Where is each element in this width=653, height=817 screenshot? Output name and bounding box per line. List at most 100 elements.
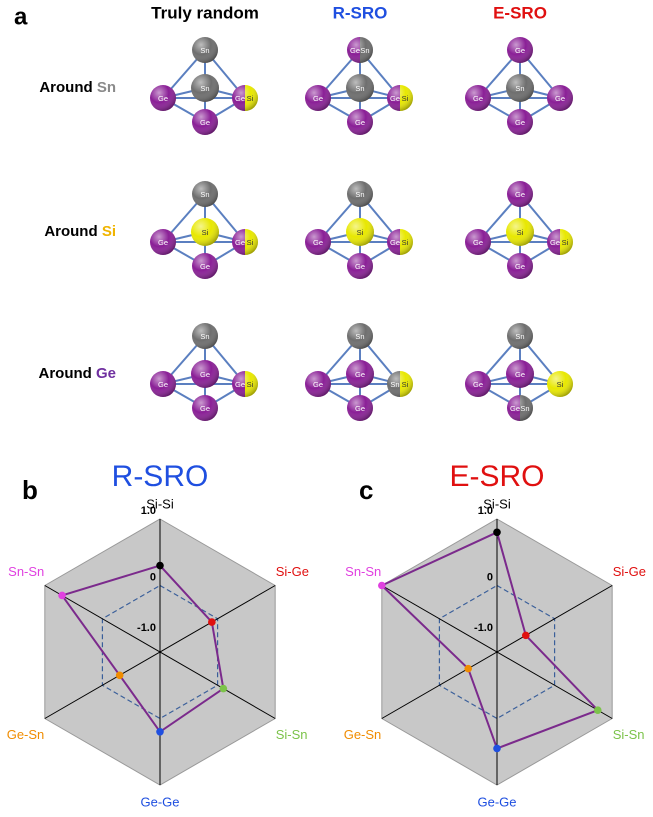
radar-point — [219, 684, 228, 693]
atom-label: Ge — [200, 118, 210, 127]
atom-label: Si — [247, 238, 254, 247]
tetrahedron: Ge Ge Ge Sn Ge — [465, 37, 573, 135]
radar-point — [464, 664, 473, 673]
radar-point — [208, 618, 216, 626]
row-label-prefix: Around — [38, 365, 91, 382]
row-label-prefix: Around — [44, 223, 97, 240]
atom-label: Ge — [473, 94, 483, 103]
atom-shine — [347, 37, 373, 63]
atom-label: Ge — [355, 370, 365, 379]
axis-label: Si-Ge — [613, 564, 646, 579]
row-label: Around Ge — [38, 365, 116, 382]
radar-point — [593, 706, 602, 714]
atom-label: Si — [562, 238, 569, 247]
atom-label: Ge — [390, 94, 400, 103]
axis-label: Si-Si — [483, 496, 511, 511]
atom-label: Ge — [200, 262, 210, 271]
atom-shine — [506, 360, 534, 388]
atom-shine — [507, 395, 533, 421]
axis-label: Si-Ge — [276, 564, 309, 579]
atom-label: Ge — [515, 190, 525, 199]
atom-label: Sn — [200, 46, 209, 55]
atom-label: Si — [517, 228, 524, 237]
atom-label: Ge — [510, 404, 520, 413]
atom-shine — [192, 395, 218, 421]
r-tick-label: 0 — [150, 571, 156, 583]
r-tick-label: -1.0 — [137, 622, 156, 634]
atom-shine — [347, 253, 373, 279]
atom-label: Sn — [200, 84, 209, 93]
row-label-element: Sn — [97, 79, 116, 96]
atom-shine — [347, 109, 373, 135]
radar-point — [58, 591, 66, 600]
atom-shine — [346, 218, 374, 246]
atom-shine — [506, 218, 534, 246]
chart-title: R-SRO — [112, 460, 209, 493]
column-header: R-SRO — [333, 3, 388, 22]
row-label-element: Ge — [96, 365, 116, 382]
axis-label: Sn-Sn — [8, 564, 44, 579]
atom-shine — [346, 360, 374, 388]
atom-label: Sn — [200, 190, 209, 199]
atom-label: Ge — [158, 238, 168, 247]
atom-label: Ge — [200, 404, 210, 413]
atom-label: Si — [402, 380, 409, 389]
atom-label: Ge — [350, 46, 360, 55]
atom-label: Si — [557, 380, 564, 389]
atom-shine — [507, 323, 533, 349]
atom-shine — [507, 181, 533, 207]
atom-label: Ge — [313, 94, 323, 103]
atom-label: Ge — [235, 380, 245, 389]
panel-label: b — [22, 475, 38, 505]
radar-point — [115, 671, 124, 680]
chart-title: E-SRO — [449, 460, 544, 493]
atom-shine — [347, 323, 373, 349]
atom-shine — [507, 109, 533, 135]
atom-shine — [191, 74, 219, 102]
atom-label: Ge — [235, 238, 245, 247]
atom-shine — [387, 229, 413, 255]
atom-shine — [305, 85, 331, 111]
row-label-prefix: Around — [39, 79, 92, 96]
atom-label: Ge — [473, 238, 483, 247]
atom-shine — [547, 85, 573, 111]
atom-label: Ge — [158, 380, 168, 389]
atom-label: Ge — [355, 262, 365, 271]
atom-label: Ge — [515, 370, 525, 379]
axis-label: Si-Sn — [613, 727, 645, 742]
panel-label: c — [359, 475, 373, 505]
atom-shine — [346, 74, 374, 102]
atom-shine — [192, 253, 218, 279]
r-tick-label: 0 — [487, 571, 493, 583]
atom-shine — [192, 37, 218, 63]
atom-shine — [192, 181, 218, 207]
atom-shine — [347, 395, 373, 421]
atom-shine — [347, 181, 373, 207]
atom-label: Ge — [355, 118, 365, 127]
r-tick-label: 1.0 — [478, 505, 493, 517]
radar-point — [156, 728, 164, 736]
axis-label: Ge-Sn — [344, 727, 382, 742]
atom-label: Ge — [313, 380, 323, 389]
atom-shine — [387, 371, 413, 397]
atom-label: Sn — [200, 332, 209, 341]
atom-shine — [191, 218, 219, 246]
atom-label: Ge — [473, 380, 483, 389]
atom-label: Sn — [355, 84, 364, 93]
atom-label: Ge — [235, 94, 245, 103]
panel-label: a — [14, 3, 28, 30]
atom-shine — [150, 85, 176, 111]
axis-label: Si-Si — [146, 496, 174, 511]
atom-shine — [547, 371, 573, 397]
row-label: Around Si — [44, 223, 116, 240]
axis-label: Ge-Sn — [7, 727, 45, 742]
radar-point — [156, 561, 164, 570]
atom-label: Ge — [515, 46, 525, 55]
atom-label: Ge — [555, 94, 565, 103]
row-label-element: Si — [102, 223, 116, 240]
atom-label: Sn — [360, 46, 369, 55]
